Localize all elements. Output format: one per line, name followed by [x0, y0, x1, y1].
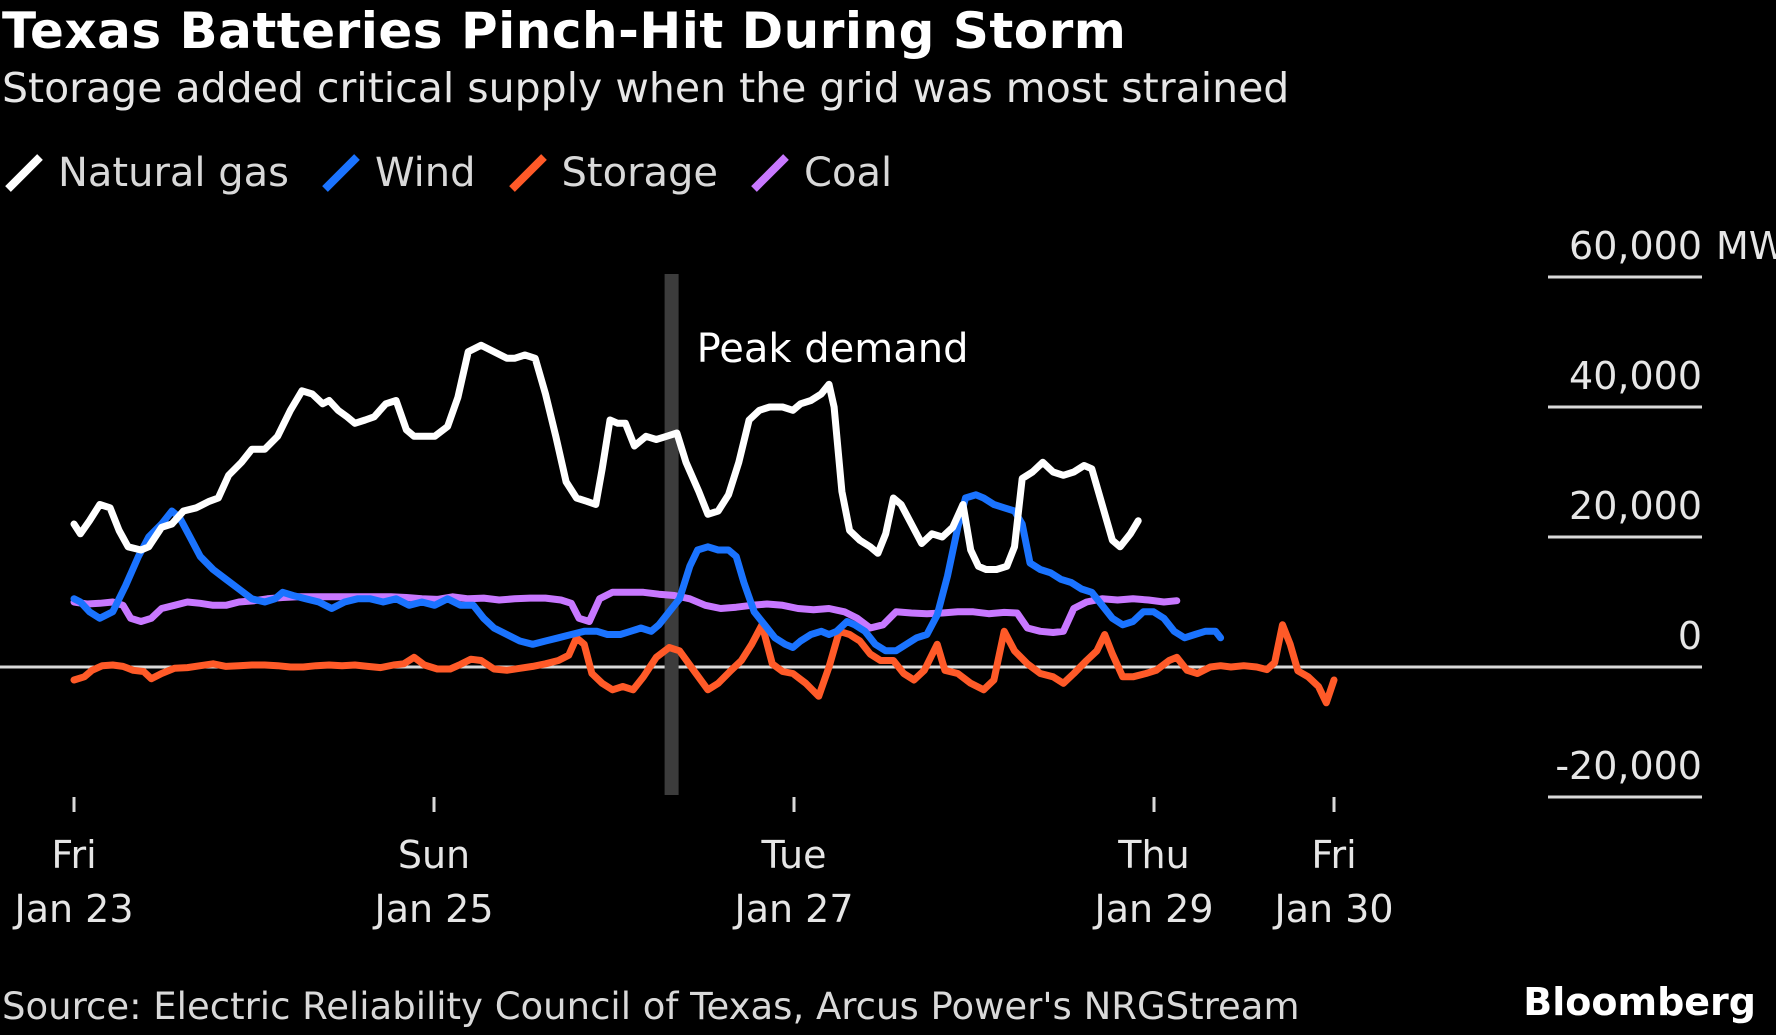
y-tick-label: 0	[1678, 614, 1702, 658]
legend-label-storage: Storage	[561, 150, 719, 196]
bloomberg-logo: Bloomberg	[1523, 980, 1756, 1024]
legend-swatch-wind	[322, 154, 360, 192]
y-tick-label: 20,000	[1569, 484, 1702, 528]
x-tick-label-day: Fri	[1311, 833, 1356, 877]
legend-item-storage: Storage	[506, 150, 719, 196]
legend-item-wind: Wind	[319, 150, 476, 196]
y-tick-label: -20,000	[1555, 744, 1702, 788]
x-tick-label-date: Jan 27	[732, 887, 853, 931]
legend-swatch-natural-gas	[5, 154, 43, 192]
x-tick-label-date: Jan 30	[1272, 887, 1393, 931]
legend-item-natural-gas: Natural gas	[2, 150, 289, 196]
x-tick-label-date: Jan 29	[1092, 887, 1213, 931]
series-line-wind	[70, 491, 1225, 655]
chart-subtitle: Storage added critical supply when the g…	[2, 64, 1290, 112]
legend-line-natural-gas	[5, 154, 43, 192]
series-line-natural-gas	[70, 341, 1142, 573]
y-tick-label: 40,000	[1569, 354, 1702, 398]
legend-line-storage	[508, 154, 547, 192]
x-tick-label-day: Tue	[761, 833, 827, 877]
legend-label-wind: Wind	[375, 150, 476, 196]
x-tick-label-day: Fri	[51, 833, 96, 877]
legend-label-natural-gas: Natural gas	[58, 150, 289, 196]
legend-label-coal: Coal	[804, 150, 893, 196]
x-tick-label-day: Sun	[398, 833, 470, 877]
series-line-coal	[70, 588, 1181, 636]
chart-title: Texas Batteries Pinch-Hit During Storm	[2, 2, 1127, 60]
y-tick-label: 60,000	[1569, 224, 1702, 268]
source-note: Source: Electric Reliability Council of …	[2, 985, 1300, 1028]
x-tick-label-day: Thu	[1117, 833, 1189, 877]
series-line-storage	[70, 621, 1338, 707]
legend-item-coal: Coal	[748, 150, 892, 196]
y-unit-label: MW	[1716, 224, 1776, 268]
peak-demand-label: Peak demand	[697, 326, 969, 372]
x-tick-label-date: Jan 25	[372, 887, 493, 931]
legend-line-wind	[322, 154, 360, 192]
legend-swatch-coal	[751, 154, 789, 192]
x-tick-label-date: Jan 23	[12, 887, 133, 931]
legend-line-coal	[751, 154, 789, 192]
peak-demand-bar	[664, 274, 679, 795]
legend: Natural gas Wind Storage Coal	[2, 150, 922, 196]
legend-swatch-storage	[508, 154, 547, 192]
